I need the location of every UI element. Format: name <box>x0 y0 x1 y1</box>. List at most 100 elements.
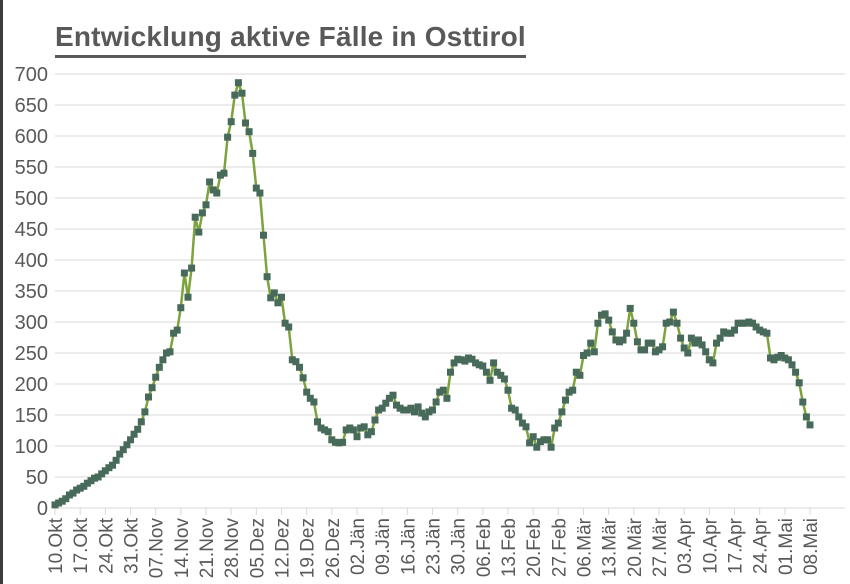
data-point-marker <box>116 450 124 458</box>
data-point-marker <box>367 428 375 436</box>
data-point-marker <box>314 418 321 426</box>
x-axis-tick-label: 01.Mai <box>776 518 797 575</box>
data-point-marker <box>572 368 580 376</box>
data-point-marker <box>130 430 138 438</box>
data-point-marker <box>73 486 81 494</box>
data-point-marker <box>274 299 282 307</box>
data-point-marker <box>353 433 361 441</box>
x-axis-tick-label: 12.Dez <box>273 518 294 578</box>
data-point-marker <box>662 319 670 327</box>
data-point-marker <box>396 404 404 412</box>
data-point-marker <box>152 373 160 381</box>
data-point-marker <box>310 398 318 406</box>
data-point-marker <box>98 470 106 478</box>
data-point-marker <box>349 426 357 434</box>
data-point-marker <box>612 336 620 344</box>
data-point-marker <box>263 273 271 281</box>
data-point-marker <box>745 318 753 326</box>
data-point-marker <box>587 339 595 347</box>
data-point-marker <box>328 436 336 444</box>
data-point-marker <box>677 334 685 342</box>
y-axis-tick-label: 250 <box>15 343 48 365</box>
data-point-marker <box>191 213 199 221</box>
data-point-marker <box>371 416 379 424</box>
x-axis-tick-label: 31.Okt <box>122 517 143 574</box>
data-point-marker <box>644 339 652 347</box>
data-point-marker <box>526 439 534 447</box>
data-point-marker <box>709 359 717 367</box>
data-point-marker <box>112 456 120 464</box>
data-point-marker <box>784 356 792 364</box>
data-point-marker <box>206 178 214 186</box>
data-point-marker <box>267 294 275 302</box>
data-point-marker <box>738 319 746 327</box>
x-axis-tick-label: 28.Nov <box>222 518 243 579</box>
data-point-marker <box>109 461 116 469</box>
data-point-marker <box>177 304 185 312</box>
data-point-marker <box>590 348 598 356</box>
data-point-marker <box>242 119 249 127</box>
data-point-marker <box>141 408 149 416</box>
y-axis-tick-label: 400 <box>15 250 48 272</box>
data-point-marker <box>360 423 368 431</box>
data-point-marker <box>497 371 505 379</box>
data-point-marker <box>55 499 63 507</box>
data-point-marker <box>278 293 285 301</box>
data-point-marker <box>382 399 390 407</box>
data-point-marker <box>393 401 400 409</box>
x-axis-tick-label: 08.Mai <box>801 518 822 575</box>
data-point-marker <box>411 408 418 416</box>
data-point-marker <box>364 431 372 439</box>
data-point-marker <box>633 338 641 346</box>
data-point-marker <box>184 293 192 301</box>
data-point-marker <box>601 310 609 318</box>
data-point-marker <box>472 359 480 367</box>
x-axis-tick-label: 13.Feb <box>499 518 520 577</box>
data-point-marker <box>432 398 440 406</box>
data-point-marker <box>101 467 109 475</box>
data-point-marker <box>375 406 383 414</box>
data-point-marker <box>306 394 314 402</box>
data-point-marker <box>705 356 713 364</box>
data-point-marker <box>385 394 393 402</box>
data-point-marker <box>296 363 303 371</box>
data-point-marker <box>475 361 483 369</box>
x-axis-tick-label: 26.Dez <box>323 518 344 578</box>
data-point-marker <box>443 394 451 402</box>
data-point-marker <box>213 189 221 197</box>
data-point-marker <box>227 118 235 126</box>
data-point-marker <box>508 404 516 412</box>
data-point-marker <box>781 354 789 362</box>
data-point-marker <box>389 391 397 399</box>
data-point-marker <box>231 91 239 99</box>
x-axis-tick-label: 30.Jän <box>449 518 470 575</box>
data-point-marker <box>655 346 663 354</box>
data-point-marker <box>285 323 293 331</box>
y-axis-tick-label: 300 <box>15 312 48 334</box>
data-point-marker <box>504 386 512 394</box>
data-point-marker <box>281 319 289 327</box>
data-point-marker <box>522 423 530 431</box>
data-point-marker <box>159 356 167 364</box>
x-axis-tick-label: 10.Apr <box>700 517 721 574</box>
data-point-marker <box>238 89 246 97</box>
x-axis-tick-label: 17.Okt <box>71 517 92 574</box>
data-point-marker <box>461 357 469 365</box>
data-point-marker <box>454 355 462 363</box>
x-axis-tick-label: 13.Mär <box>600 517 621 577</box>
data-point-marker <box>234 79 242 87</box>
data-point-marker <box>145 393 152 401</box>
data-point-marker <box>731 326 738 334</box>
data-point-marker <box>148 384 156 392</box>
data-point-marker <box>76 484 84 492</box>
data-point-marker <box>457 356 465 364</box>
data-point-marker <box>788 361 796 369</box>
data-point-marker <box>651 348 659 356</box>
data-point-marker <box>134 425 142 433</box>
data-point-marker <box>91 474 98 482</box>
data-point-marker <box>62 495 70 503</box>
x-axis-tick-label: 27.Feb <box>549 518 570 577</box>
data-point-marker <box>270 289 278 297</box>
x-axis-tick-label: 27.Mär <box>650 517 671 577</box>
